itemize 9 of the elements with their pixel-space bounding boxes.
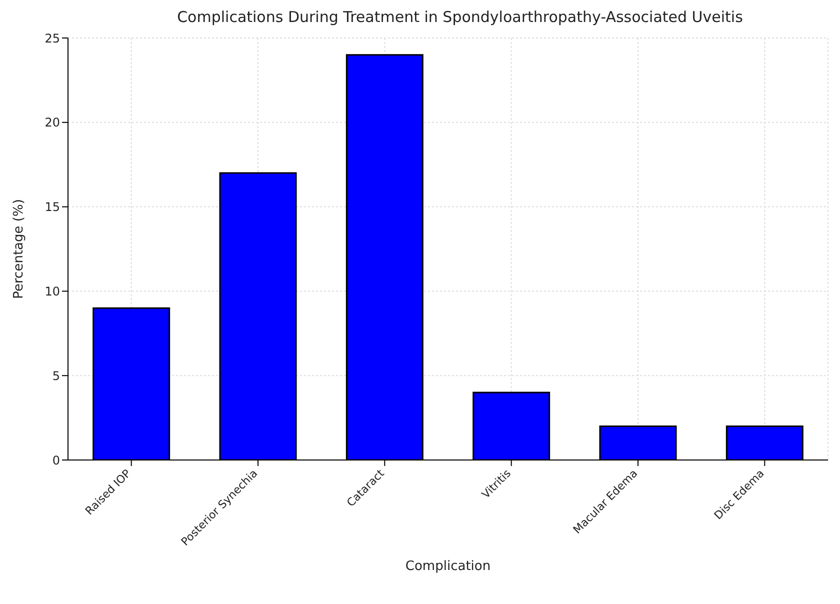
y-tick-label: 5	[52, 368, 60, 383]
chart-title: Complications During Treatment in Spondyloarthropathy-Associated Uveitis	[176, 8, 744, 28]
y-tick-label: 10	[44, 284, 60, 298]
y-tick-label: 15	[44, 200, 60, 214]
y-tick-label: 25	[44, 31, 60, 46]
x-axis-title: Complication	[405, 559, 491, 574]
y-tick-label: 0	[52, 453, 60, 468]
y-axis-title: Percentage (%)	[12, 199, 27, 299]
y-tick-label: 20	[44, 116, 60, 130]
